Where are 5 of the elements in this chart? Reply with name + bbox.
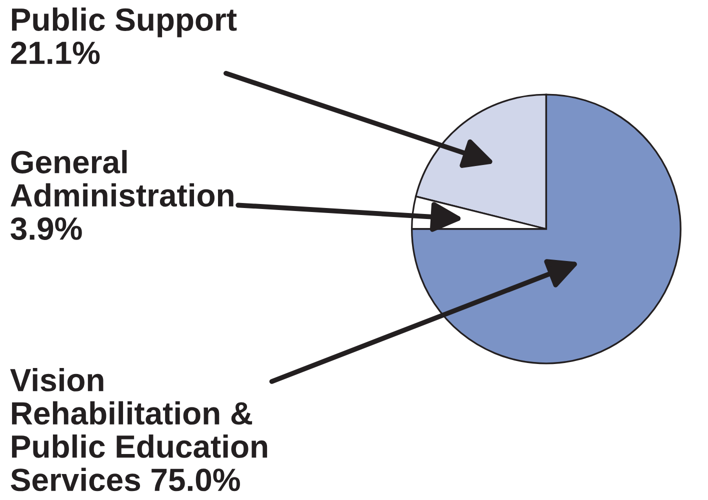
data-label: 21.1% (11, 42, 100, 64)
slice-label: Public Support (12, 8, 237, 38)
slice-label: General Administration (10, 150, 234, 207)
data-label: 3.9% (10, 217, 82, 240)
slice-label: Vision Rehabilitation & Public Education Services 75.0% (10, 368, 268, 492)
